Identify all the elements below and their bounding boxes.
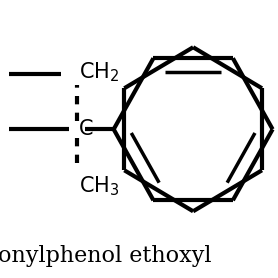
- Text: $\mathregular{CH_2}$: $\mathregular{CH_2}$: [79, 61, 119, 84]
- Text: onylphenol ethoxyl: onylphenol ethoxyl: [0, 245, 211, 267]
- Text: C: C: [79, 119, 93, 139]
- Text: $\mathregular{CH_3}$: $\mathregular{CH_3}$: [79, 175, 119, 198]
